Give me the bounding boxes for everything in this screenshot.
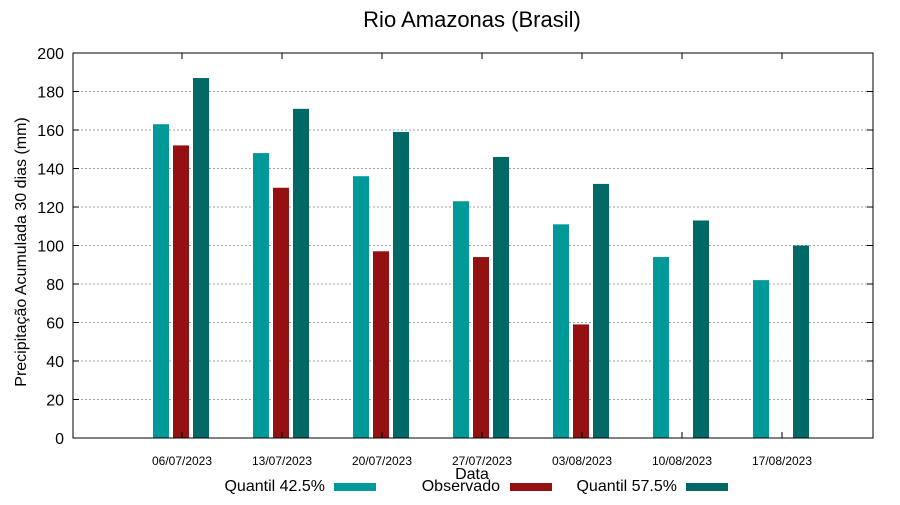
bar-quantil-42-5--4 bbox=[553, 224, 569, 438]
bar-quantil-57-5--0 bbox=[193, 78, 209, 439]
y-tick-label: 0 bbox=[55, 431, 64, 448]
bar-quantil-57-5--3 bbox=[493, 156, 509, 438]
y-axis-ticks: 0 20 40 60 80 100 120 140 160 180 200 bbox=[37, 46, 873, 448]
y-tick-label: 60 bbox=[46, 316, 64, 333]
legend-swatch bbox=[334, 483, 376, 491]
bar-observado-4 bbox=[573, 324, 589, 438]
bars bbox=[153, 78, 809, 439]
x-axis-ticks: 06/07/2023 13/07/2023 20/07/2023 27/07/2023… bbox=[152, 53, 812, 468]
x-tick-label: 20/07/2023 bbox=[352, 454, 412, 468]
x-tick-label: 27/07/2023 bbox=[452, 454, 512, 468]
y-axis-label: Precipitação Acumulada 30 dias (mm) bbox=[13, 117, 30, 386]
bar-observado-1 bbox=[273, 187, 289, 438]
legend: Quantil 42.5% Observado Quantil 57.5% bbox=[224, 478, 728, 495]
bar-observado-2 bbox=[373, 251, 389, 438]
x-tick-label: 06/07/2023 bbox=[152, 454, 212, 468]
legend-label: Quantil 57.5% bbox=[576, 478, 677, 495]
bar-quantil-42-5--6 bbox=[753, 280, 769, 438]
y-tick-label: 120 bbox=[37, 200, 64, 217]
bar-quantil-42-5--0 bbox=[153, 124, 169, 438]
bar-quantil-42-5--3 bbox=[453, 201, 469, 438]
x-tick-label: 17/08/2023 bbox=[752, 454, 812, 468]
bar-quantil-57-5--2 bbox=[393, 131, 409, 439]
chart-title: Rio Amazonas (Brasil) bbox=[363, 7, 581, 32]
y-tick-label: 40 bbox=[46, 354, 64, 371]
x-tick-label: 13/07/2023 bbox=[252, 454, 312, 468]
legend-swatch bbox=[510, 483, 552, 491]
bar-quantil-57-5--5 bbox=[693, 220, 709, 438]
bar-quantil-42-5--2 bbox=[353, 176, 369, 438]
legend-swatch bbox=[686, 483, 728, 491]
x-axis-label: Data bbox=[455, 466, 489, 483]
legend-label: Observado bbox=[422, 478, 500, 495]
legend-label: Quantil 42.5% bbox=[224, 478, 325, 495]
bar-quantil-42-5--5 bbox=[653, 257, 669, 438]
y-tick-label: 140 bbox=[37, 162, 64, 179]
bar-quantil-57-5--1 bbox=[293, 108, 309, 438]
y-tick-label: 160 bbox=[37, 123, 64, 140]
x-tick-label: 10/08/2023 bbox=[652, 454, 712, 468]
y-tick-label: 200 bbox=[37, 46, 64, 63]
x-tick-label: 03/08/2023 bbox=[552, 454, 612, 468]
bar-observado-3 bbox=[473, 257, 489, 438]
y-tick-label: 20 bbox=[46, 393, 64, 410]
y-tick-label: 180 bbox=[37, 85, 64, 102]
y-tick-label: 80 bbox=[46, 277, 64, 294]
y-tick-label: 100 bbox=[37, 239, 64, 256]
bar-observado-0 bbox=[173, 145, 189, 438]
bar-quantil-57-5--4 bbox=[593, 183, 609, 438]
bar-quantil-57-5--6 bbox=[793, 245, 809, 438]
bar-quantil-42-5--1 bbox=[253, 153, 269, 438]
